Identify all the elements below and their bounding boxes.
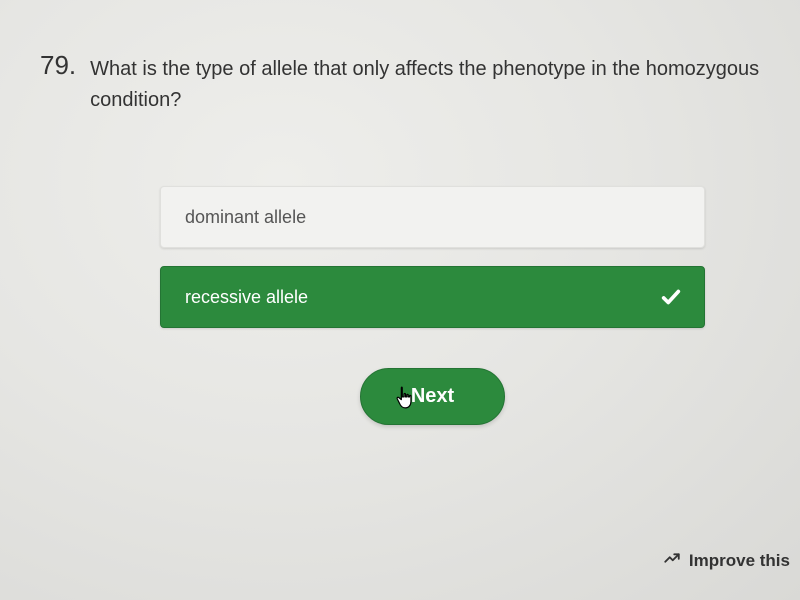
next-button-label: Next [411,385,454,407]
answer-label: dominant allele [185,207,306,228]
question-text: What is the type of allele that only aff… [90,50,760,116]
question-row: 79. What is the type of allele that only… [40,50,760,116]
answer-label: recessive allele [185,287,308,308]
answer-option-recessive[interactable]: recessive allele [160,266,705,328]
checkmark-icon [660,286,682,308]
quiz-page: 79. What is the type of allele that only… [0,0,800,600]
next-button-container: Next [160,368,705,425]
next-button[interactable]: Next [360,368,505,425]
answers-list: dominant allele recessive allele Next [160,186,705,425]
question-number: 79. [40,50,76,81]
improve-this-label: Improve this [689,551,790,571]
trend-up-icon [663,549,681,572]
answer-option-dominant[interactable]: dominant allele [160,186,705,248]
improve-this-link[interactable]: Improve this [663,549,790,572]
